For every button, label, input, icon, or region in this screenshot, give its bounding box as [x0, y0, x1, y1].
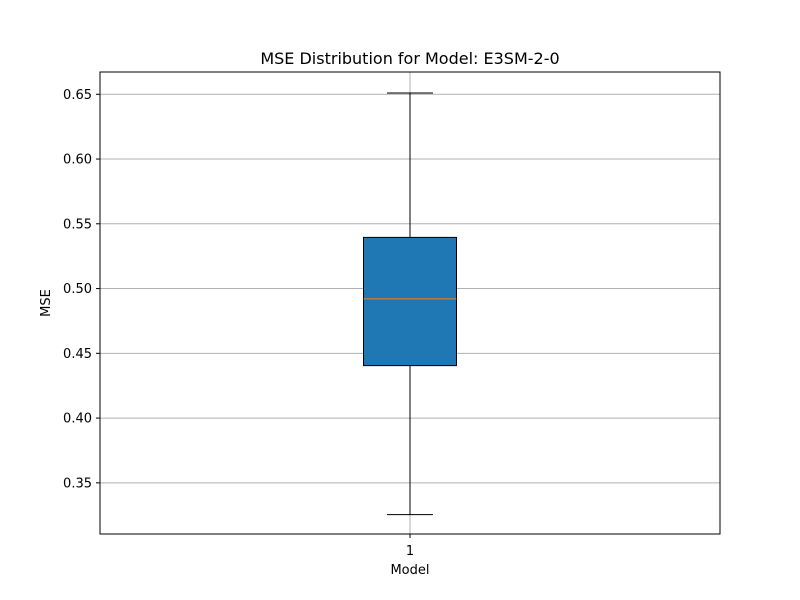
x-axis: 1 — [406, 534, 414, 559]
x-axis-label: Model — [390, 563, 429, 578]
x-tick-label: 1 — [406, 544, 414, 559]
y-tick-label: 0.55 — [63, 217, 92, 232]
chart-title: MSE Distribution for Model: E3SM-2-0 — [260, 49, 559, 68]
y-axis-label: MSE — [39, 289, 54, 317]
y-axis: 0.35 0.40 0.45 0.50 0.55 0.60 0.65 — [63, 88, 100, 491]
y-tick-label: 0.45 — [63, 347, 92, 362]
iqr-box — [363, 236, 457, 367]
y-tick-label: 0.50 — [63, 282, 92, 297]
y-tick-label: 0.40 — [63, 412, 92, 427]
y-tick-label: 0.35 — [63, 476, 92, 491]
box-series — [363, 92, 457, 516]
y-tick-label: 0.60 — [63, 153, 92, 168]
y-tick-label: 0.65 — [63, 88, 92, 103]
